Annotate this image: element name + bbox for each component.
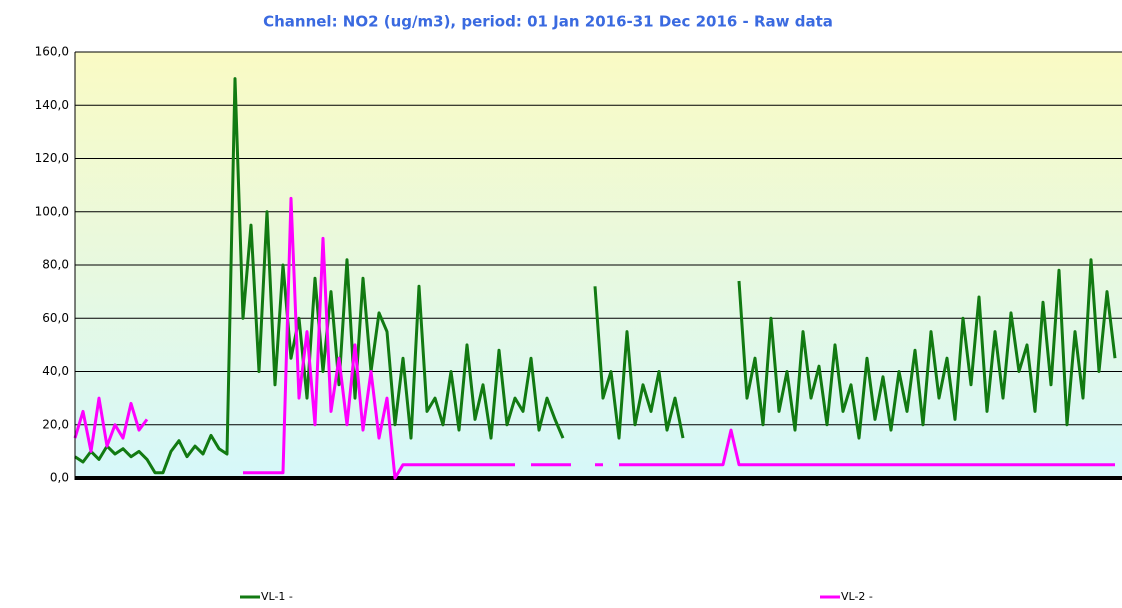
y-tick-label: 160,0 [35, 45, 69, 59]
legend-label: VL-2 - [841, 590, 873, 603]
y-tick-label: 80,0 [42, 258, 69, 272]
legend-label: VL-1 - [261, 590, 293, 603]
y-tick-label: 60,0 [42, 311, 69, 325]
y-tick-label: 40,0 [42, 364, 69, 378]
y-tick-label: 100,0 [35, 204, 69, 218]
y-tick-label: 20,0 [42, 417, 69, 431]
chart-title: Channel: NO2 (ug/m3), period: 01 Jan 201… [263, 13, 833, 31]
data-line [73, 196, 1115, 480]
y-tick-label: 0,0 [50, 471, 69, 485]
y-tick-label: 120,0 [35, 151, 69, 165]
y-tick-label: 140,0 [35, 98, 69, 112]
